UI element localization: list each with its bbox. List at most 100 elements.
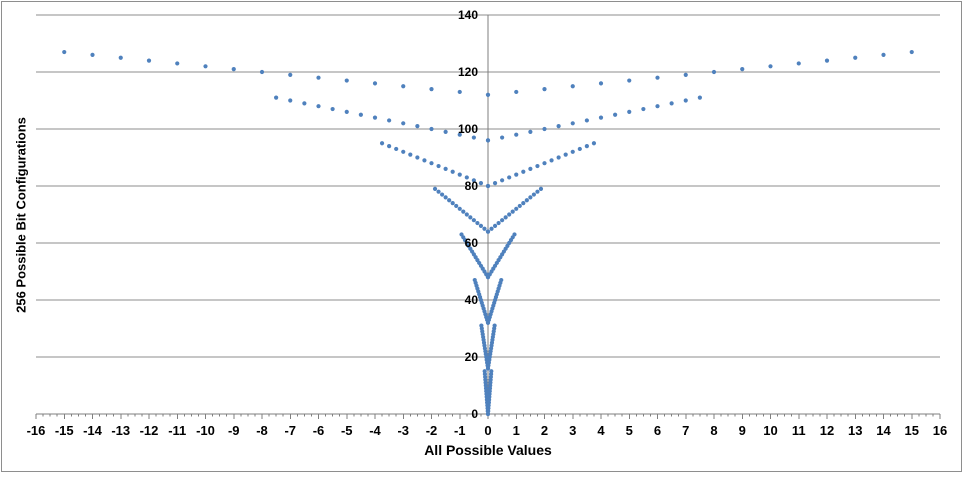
data-point <box>517 203 522 209</box>
data-point <box>429 161 434 166</box>
data-point <box>556 155 561 160</box>
data-point <box>475 220 480 226</box>
data-point <box>443 166 448 171</box>
x-tick-label: -14 <box>83 423 102 438</box>
x-tick-label: -12 <box>139 423 159 438</box>
x-tick-label: -3 <box>397 423 410 438</box>
data-point <box>489 369 494 374</box>
data-point <box>118 55 123 60</box>
data-point <box>471 218 476 223</box>
data-point <box>492 223 498 228</box>
data-point <box>598 115 604 120</box>
x-tick-label: 6 <box>653 423 662 438</box>
data-point <box>584 118 589 123</box>
data-point <box>697 95 702 100</box>
data-point <box>655 104 660 109</box>
data-point <box>471 178 476 183</box>
data-point <box>528 166 533 171</box>
data-point <box>485 229 491 234</box>
x-tick-label: -5 <box>340 423 353 438</box>
x-tick-label: 10 <box>763 423 778 438</box>
data-point <box>613 112 618 117</box>
data-point <box>535 189 540 194</box>
y-tick-label: 0 <box>471 407 478 421</box>
data-point <box>853 55 858 60</box>
data-point <box>591 141 597 146</box>
data-point <box>627 78 632 83</box>
data-point <box>500 218 505 223</box>
data-point <box>464 175 469 180</box>
data-point <box>387 118 392 123</box>
data-point <box>429 87 434 92</box>
data-point <box>542 161 547 166</box>
x-tick-label: 9 <box>738 423 746 438</box>
data-point <box>429 126 434 132</box>
data-point <box>358 112 363 117</box>
data-point <box>288 98 293 103</box>
x-tick-label: -16 <box>26 423 46 438</box>
x-tick-label: 4 <box>597 423 605 438</box>
data-point <box>570 149 575 154</box>
data-point <box>482 369 487 374</box>
data-point <box>514 132 519 137</box>
x-tick-label: -8 <box>256 423 268 438</box>
data-point <box>436 189 441 194</box>
data-point <box>549 158 554 163</box>
y-tick-label: 120 <box>457 65 478 79</box>
x-tick-label: 7 <box>682 423 690 438</box>
data-point <box>500 178 505 183</box>
data-point <box>503 215 508 220</box>
x-tick-label: -15 <box>54 423 74 438</box>
x-tick-label: 0 <box>484 423 492 438</box>
x-tick-label: -11 <box>168 423 187 438</box>
data-point <box>379 141 385 146</box>
data-point <box>401 84 406 89</box>
data-point <box>542 126 547 132</box>
data-point <box>514 172 519 177</box>
data-point <box>669 101 674 106</box>
data-point <box>521 201 526 206</box>
data-point <box>507 175 512 180</box>
data-point <box>584 144 589 149</box>
x-tick-label: -4 <box>369 423 381 438</box>
data-point <box>500 135 505 140</box>
x-tick-label: 3 <box>569 423 577 438</box>
x-tick-label: 11 <box>791 423 806 438</box>
data-point <box>471 135 476 140</box>
data-point <box>740 67 745 72</box>
data-point <box>570 121 575 126</box>
data-point <box>598 81 604 86</box>
data-point <box>542 87 547 92</box>
data-point <box>439 192 445 197</box>
x-tick-label: -13 <box>111 423 131 438</box>
data-point <box>443 129 448 134</box>
data-point <box>436 163 441 169</box>
data-point <box>514 89 519 95</box>
data-point <box>683 72 688 77</box>
data-point <box>768 64 773 69</box>
x-tick-label: 1 <box>512 423 520 438</box>
x-tick-label: 14 <box>876 423 891 438</box>
data-point <box>408 152 413 157</box>
data-point <box>464 212 469 217</box>
data-point <box>344 109 349 114</box>
data-point <box>450 169 455 174</box>
data-point <box>824 58 830 63</box>
data-point <box>627 109 632 114</box>
data-point <box>683 98 688 103</box>
data-point <box>415 124 420 129</box>
y-tick-label: 40 <box>464 293 478 307</box>
y-tick-label: 20 <box>464 350 478 364</box>
data-point <box>447 198 452 203</box>
x-tick-label: 13 <box>848 423 863 438</box>
data-point <box>478 181 484 186</box>
data-point <box>538 186 544 191</box>
x-tick-label: -7 <box>284 423 297 438</box>
x-tick-label: 8 <box>710 423 718 438</box>
data-point <box>489 226 494 231</box>
data-point <box>556 124 561 129</box>
data-point <box>496 220 501 226</box>
data-point <box>316 104 321 109</box>
data-point <box>510 209 515 214</box>
data-point <box>401 149 406 154</box>
